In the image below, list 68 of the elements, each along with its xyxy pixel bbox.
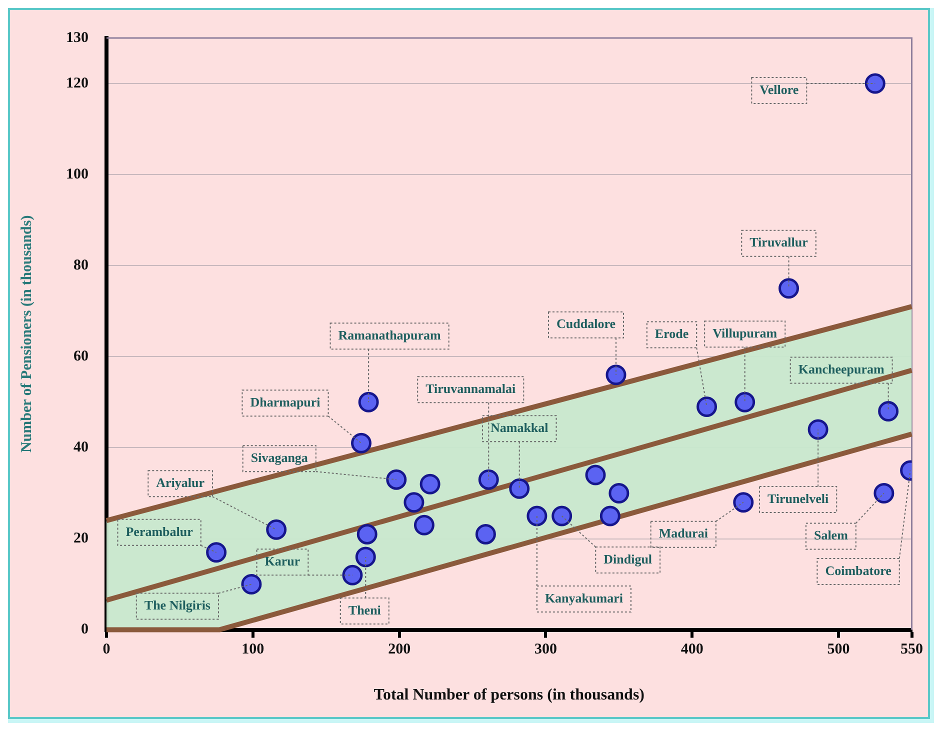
annotation: Tiruvallur [750,234,808,250]
point [355,546,376,568]
y-tick-label: 20 [74,530,88,547]
y-tick-label: 40 [74,440,88,456]
annotation: Perambalur [126,524,194,539]
annotation: The Nilgiris [144,598,210,613]
point [342,564,363,586]
annotation: Tirunelveli [767,490,830,506]
annotation: Villupuram [712,326,778,341]
x-tick-label: 550 [900,642,923,658]
point [478,469,499,490]
x-axis-title: Total Number of persons (in thousands) [374,686,644,704]
x-tick-label: 200 [388,642,411,658]
annotation: Kancheepuram [798,362,884,377]
y-tick-label: 100 [66,166,88,182]
y-tick-label: 80 [74,257,88,274]
annotation: Coimbatore [825,562,892,578]
annotation: Dharmapuri [250,394,321,410]
point [386,469,407,490]
point [734,392,756,412]
annotation: Vellore [760,82,799,97]
point [808,419,828,440]
point [241,574,262,595]
point [606,364,626,386]
annotation: Namakkal [490,420,549,436]
x-tick-label: 500 [827,642,850,658]
point [585,464,606,486]
point [509,478,530,499]
point [696,396,718,417]
x-tick-label: 100 [242,642,264,658]
point [351,432,372,454]
y-tick-label: 0 [81,622,88,638]
point [878,401,899,422]
x-tick-label: 300 [534,642,557,658]
point [733,492,754,513]
point [358,392,379,412]
annotation: Ramanathapuram [338,328,442,343]
point [266,519,287,540]
point [206,542,227,563]
annotation: Salem [814,528,848,543]
point [404,492,424,513]
annotation: Kanyakumari [544,590,624,606]
annotation: Cuddalore [556,316,616,332]
annotation: Dindigul [604,551,652,566]
annotation: Sivaganga [250,450,308,465]
y-tick-label: 120 [66,75,88,92]
annotation: Tiruvannamalai [426,380,516,396]
annotation: Ariyalur [156,475,205,490]
point [552,506,572,526]
point [864,73,886,94]
y-tick-label: 60 [74,348,88,365]
y-tick-label: 130 [66,30,88,46]
annotation: Madurai [658,526,708,541]
point [608,482,630,504]
point [356,524,378,544]
y-axis-title: Number of Pensioners (in thousands) [18,215,35,453]
point [526,506,548,526]
point [475,524,496,544]
annotation: Theni [348,602,382,618]
point [778,278,800,299]
point [874,482,894,504]
annotation: Erode [654,326,689,342]
x-tick-label: 0 [102,642,110,658]
point [420,474,440,494]
point [600,506,620,526]
annotation: Karur [264,554,300,569]
x-tick-label: 400 [680,642,704,658]
point [414,514,434,536]
